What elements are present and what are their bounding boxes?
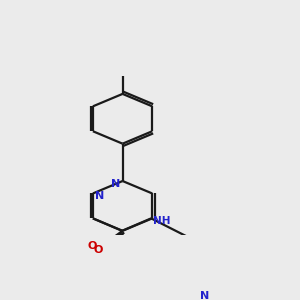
Text: N: N (95, 191, 104, 201)
Text: O: O (94, 245, 103, 255)
Text: O: O (88, 242, 97, 251)
Text: NH: NH (153, 216, 170, 226)
Text: N: N (200, 291, 209, 300)
Text: N: N (111, 179, 120, 189)
